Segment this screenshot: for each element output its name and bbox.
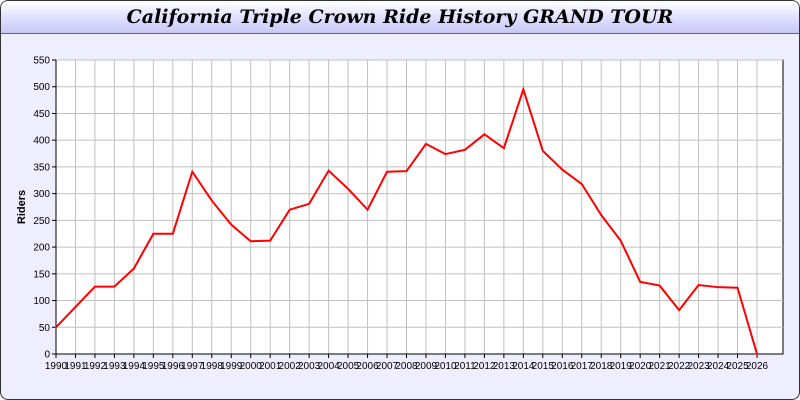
data-point	[405, 170, 408, 172]
data-point	[736, 286, 739, 289]
x-tick-label: 2023	[687, 361, 710, 372]
data-point	[717, 286, 719, 288]
x-tick-label: 2008	[395, 361, 418, 372]
data-point	[678, 309, 680, 311]
y-tick-label: 100	[33, 296, 50, 307]
data-point	[542, 150, 544, 152]
x-tick-label: 2026	[746, 361, 769, 372]
title-bar: California Triple Crown Ride History GRA…	[1, 1, 799, 34]
data-point	[658, 284, 661, 287]
data-point	[74, 306, 77, 308]
data-point	[522, 88, 525, 91]
data-point	[172, 232, 174, 235]
x-tick-label: 2019	[610, 361, 633, 372]
x-tick-label: 2014	[512, 361, 535, 372]
x-tick-label: 2006	[356, 361, 379, 372]
x-tick-label: 2005	[337, 361, 360, 372]
y-tick-label: 0	[44, 350, 50, 361]
y-tick-label: 150	[33, 269, 50, 280]
data-point	[639, 281, 641, 283]
x-tick-label: 2024	[707, 361, 730, 372]
data-point	[444, 153, 447, 155]
data-point	[308, 202, 310, 205]
data-point	[288, 208, 291, 211]
x-tick-label: 2000	[240, 361, 263, 372]
x-tick-label: 2007	[376, 361, 399, 372]
x-tick-label: 2015	[532, 361, 555, 372]
data-point	[113, 285, 116, 288]
plot-area	[55, 59, 784, 355]
y-tick-label: 250	[33, 216, 50, 227]
x-tick-label: 2002	[279, 361, 302, 372]
data-point	[230, 223, 233, 226]
x-tick-label: 2021	[649, 361, 672, 372]
data-point	[425, 143, 427, 145]
y-tick-label: 550	[33, 56, 50, 67]
data-point	[347, 188, 349, 190]
x-tick-label: 2022	[668, 361, 691, 372]
data-point	[269, 239, 271, 242]
x-tick-label: 2020	[629, 361, 652, 372]
x-tick-label: 2010	[434, 361, 457, 372]
data-point	[55, 326, 57, 329]
x-tick-label: 2011	[454, 361, 476, 372]
x-tick-label: 2009	[415, 361, 438, 372]
x-tick-label: 1995	[142, 361, 165, 372]
y-tick-label: 500	[33, 82, 50, 93]
data-point	[561, 168, 564, 171]
y-tick-label: 200	[33, 243, 50, 254]
y-axis-label: Riders	[16, 190, 28, 224]
x-tick-label: 1999	[220, 361, 243, 372]
chart-title: California Triple Crown Ride History GRA…	[126, 6, 674, 28]
x-tick-label: 1997	[181, 361, 204, 372]
x-tick-label: 1993	[103, 361, 126, 372]
x-tick-label: 1998	[201, 361, 224, 372]
data-point	[697, 284, 700, 286]
x-tick-label: 2025	[726, 361, 749, 372]
x-tick-label: 2003	[298, 361, 321, 372]
y-tick-label: 350	[33, 162, 50, 173]
data-point	[327, 169, 330, 172]
x-tick-label: 1990	[45, 361, 68, 372]
x-tick-label: 2013	[493, 361, 516, 372]
x-tick-label: 2012	[473, 361, 496, 372]
data-point	[619, 239, 622, 242]
data-point	[366, 208, 369, 211]
x-tick-label: 2018	[590, 361, 613, 372]
data-point	[503, 147, 505, 149]
data-point	[249, 240, 252, 243]
x-tick-label: 2017	[571, 361, 594, 372]
data-point	[94, 285, 96, 288]
y-tick-label: 400	[33, 136, 50, 147]
data-point	[133, 267, 135, 270]
data-point	[152, 232, 155, 235]
x-tick-label: 1992	[84, 361, 107, 372]
data-point	[191, 170, 194, 173]
y-tick-label: 50	[39, 323, 51, 334]
data-point	[600, 214, 603, 216]
x-tick-label: 1994	[123, 361, 146, 372]
x-tick-label: 1996	[162, 361, 185, 372]
data-point	[580, 183, 583, 185]
x-tick-label: 2004	[317, 361, 340, 372]
y-tick-label: 450	[33, 109, 50, 120]
data-point	[464, 149, 466, 151]
x-tick-label: 2016	[551, 361, 574, 372]
data-point	[756, 353, 758, 355]
y-tick-label: 300	[33, 189, 50, 200]
data-point	[386, 170, 388, 173]
data-point	[483, 133, 486, 136]
x-tick-label: 1991	[64, 361, 87, 372]
data-point	[210, 199, 213, 202]
x-tick-label: 2001	[259, 361, 282, 372]
